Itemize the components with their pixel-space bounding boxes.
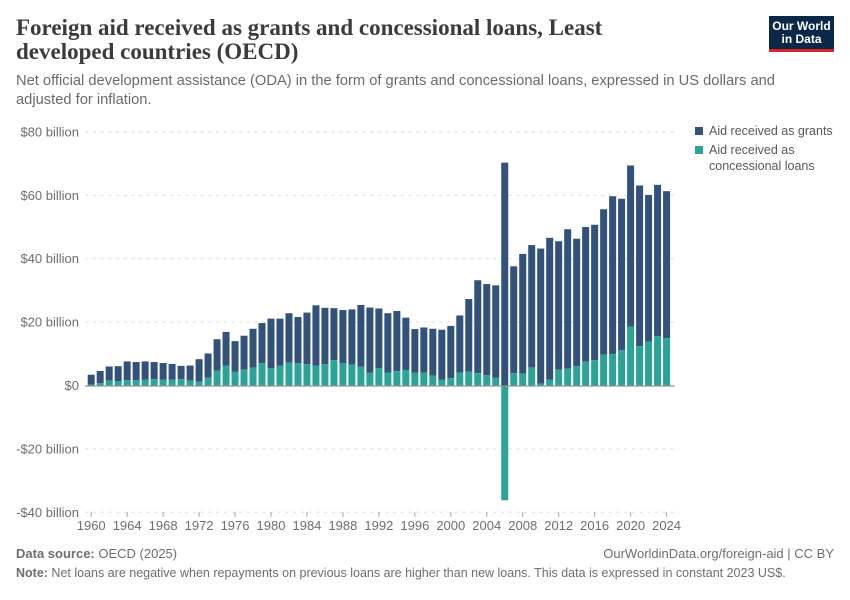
svg-text:-$20 billion: -$20 billion — [16, 441, 79, 456]
svg-text:1976: 1976 — [221, 518, 250, 533]
svg-text:1964: 1964 — [113, 518, 142, 533]
svg-text:$80 billion: $80 billion — [20, 124, 79, 139]
svg-text:1960: 1960 — [77, 518, 106, 533]
svg-text:$40 billion: $40 billion — [20, 251, 79, 266]
svg-text:1992: 1992 — [364, 518, 393, 533]
svg-text:2004: 2004 — [472, 518, 501, 533]
svg-text:$20 billion: $20 billion — [20, 315, 79, 330]
svg-text:2016: 2016 — [580, 518, 609, 533]
svg-text:$0: $0 — [65, 378, 79, 393]
svg-text:1972: 1972 — [185, 518, 214, 533]
svg-text:$60 billion: $60 billion — [20, 188, 79, 203]
svg-text:1980: 1980 — [257, 518, 286, 533]
svg-text:1984: 1984 — [292, 518, 321, 533]
svg-text:1988: 1988 — [328, 518, 357, 533]
svg-text:2012: 2012 — [544, 518, 573, 533]
svg-text:2000: 2000 — [436, 518, 465, 533]
svg-text:1968: 1968 — [149, 518, 178, 533]
svg-text:2024: 2024 — [652, 518, 681, 533]
svg-text:-$40 billion: -$40 billion — [16, 505, 79, 520]
svg-text:2008: 2008 — [508, 518, 537, 533]
svg-text:1996: 1996 — [400, 518, 429, 533]
svg-text:2020: 2020 — [616, 518, 645, 533]
